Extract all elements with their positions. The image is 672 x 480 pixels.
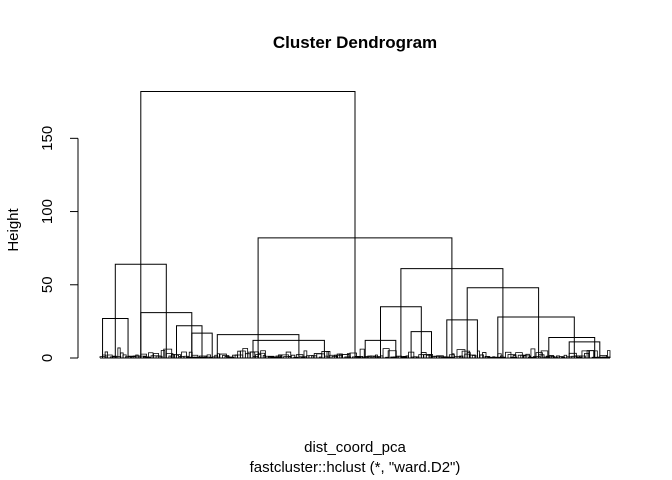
leaf-merge	[219, 353, 227, 358]
leaf-merge	[112, 355, 117, 358]
leaf-merge	[326, 351, 331, 358]
leaf-merge	[181, 351, 187, 358]
leaf-merge	[579, 355, 586, 358]
y-axis: 0 50 100 150	[39, 126, 79, 362]
leaf-merge	[278, 354, 283, 358]
merge-link	[257, 237, 453, 358]
leaf-merge	[176, 354, 179, 358]
leaf-merge	[132, 355, 141, 358]
leaf-merge	[454, 356, 462, 358]
leaf-merge	[336, 353, 342, 358]
leaf-merge	[479, 354, 484, 358]
leaf-merge	[171, 354, 176, 358]
leaf-merge	[316, 353, 325, 358]
x-axis-label: dist_coord_pca	[304, 439, 406, 456]
leaf-merge	[206, 354, 211, 358]
leaf-merge	[459, 355, 464, 358]
leaf-merge	[520, 354, 525, 358]
merge-link	[400, 268, 504, 358]
merge-link	[568, 341, 601, 358]
leaf-merge	[367, 355, 373, 358]
dendrogram-tree	[99, 90, 611, 359]
y-tick-label: 150	[39, 126, 56, 151]
leaf-merge	[165, 353, 174, 358]
leaf-merge	[525, 353, 530, 358]
leaf-merge	[216, 353, 220, 358]
leaf-merge	[533, 356, 541, 358]
leaf-merge	[387, 350, 397, 358]
leaf-merge	[423, 354, 431, 358]
leaf-merge	[451, 353, 455, 358]
leaf-merge	[295, 354, 304, 358]
leaf-merge	[290, 354, 296, 358]
leaf-merge	[540, 350, 549, 358]
leaf-merge	[482, 352, 487, 358]
merge-link	[410, 331, 432, 358]
leaf-merge	[359, 348, 365, 358]
merge-link	[466, 287, 540, 358]
leaf-merge	[160, 350, 166, 358]
leaf-merge	[392, 356, 398, 358]
leaf-merge	[589, 350, 595, 358]
leaf-merge	[102, 354, 107, 358]
leaf-merge	[260, 350, 266, 358]
leaf-merge	[375, 354, 378, 358]
leaf-merge	[285, 351, 292, 358]
leaf-merge	[556, 355, 560, 358]
merge-link	[380, 306, 422, 358]
merge-link	[114, 263, 167, 358]
leaf-merge	[584, 352, 590, 358]
leaf-merge	[408, 351, 415, 358]
merge-link	[548, 336, 596, 358]
leaf-merge	[505, 351, 512, 358]
leaf-merge	[247, 351, 256, 358]
y-tick-label: 100	[39, 199, 56, 224]
leaf-merge	[382, 348, 390, 358]
merge-link	[252, 339, 325, 358]
leaf-merge	[594, 350, 598, 358]
leaf-merge	[158, 355, 163, 358]
leaf-merge	[372, 356, 380, 358]
merge-link	[216, 334, 300, 358]
leaf-merge	[303, 350, 308, 358]
leaf-merge	[140, 353, 147, 358]
leaf-merge	[469, 354, 476, 358]
chart-subtitle: fastcluster::hclust (*, "ward.D2")	[250, 459, 461, 476]
leaf-merge	[341, 354, 350, 358]
leaf-merge	[148, 352, 154, 358]
leaf-merge	[125, 356, 133, 358]
merge-link	[364, 339, 397, 358]
y-tick-label: 0	[39, 354, 56, 362]
merge-link	[176, 325, 203, 358]
chart-title: Cluster Dendrogram	[273, 33, 437, 52]
y-tick-label: 50	[39, 276, 56, 293]
leaf-merge	[349, 352, 357, 358]
leaf-merge	[321, 351, 329, 358]
y-axis-label: Height	[5, 207, 22, 251]
leaf-merge	[308, 355, 314, 358]
leaf-merge	[191, 354, 199, 358]
leaf-merge	[607, 350, 611, 358]
leaf-merge	[545, 355, 554, 358]
merge-link	[102, 317, 129, 358]
merge-link	[446, 319, 478, 358]
merge-link	[140, 90, 356, 358]
leaf-merge	[530, 348, 536, 358]
leaf-merge	[324, 355, 329, 358]
leaf-merge	[477, 350, 480, 358]
leaf-merge	[461, 350, 471, 358]
leaf-merge	[403, 356, 408, 358]
leaf-merge	[535, 352, 543, 358]
merge-link	[191, 332, 213, 358]
leaf-merge	[377, 356, 381, 358]
